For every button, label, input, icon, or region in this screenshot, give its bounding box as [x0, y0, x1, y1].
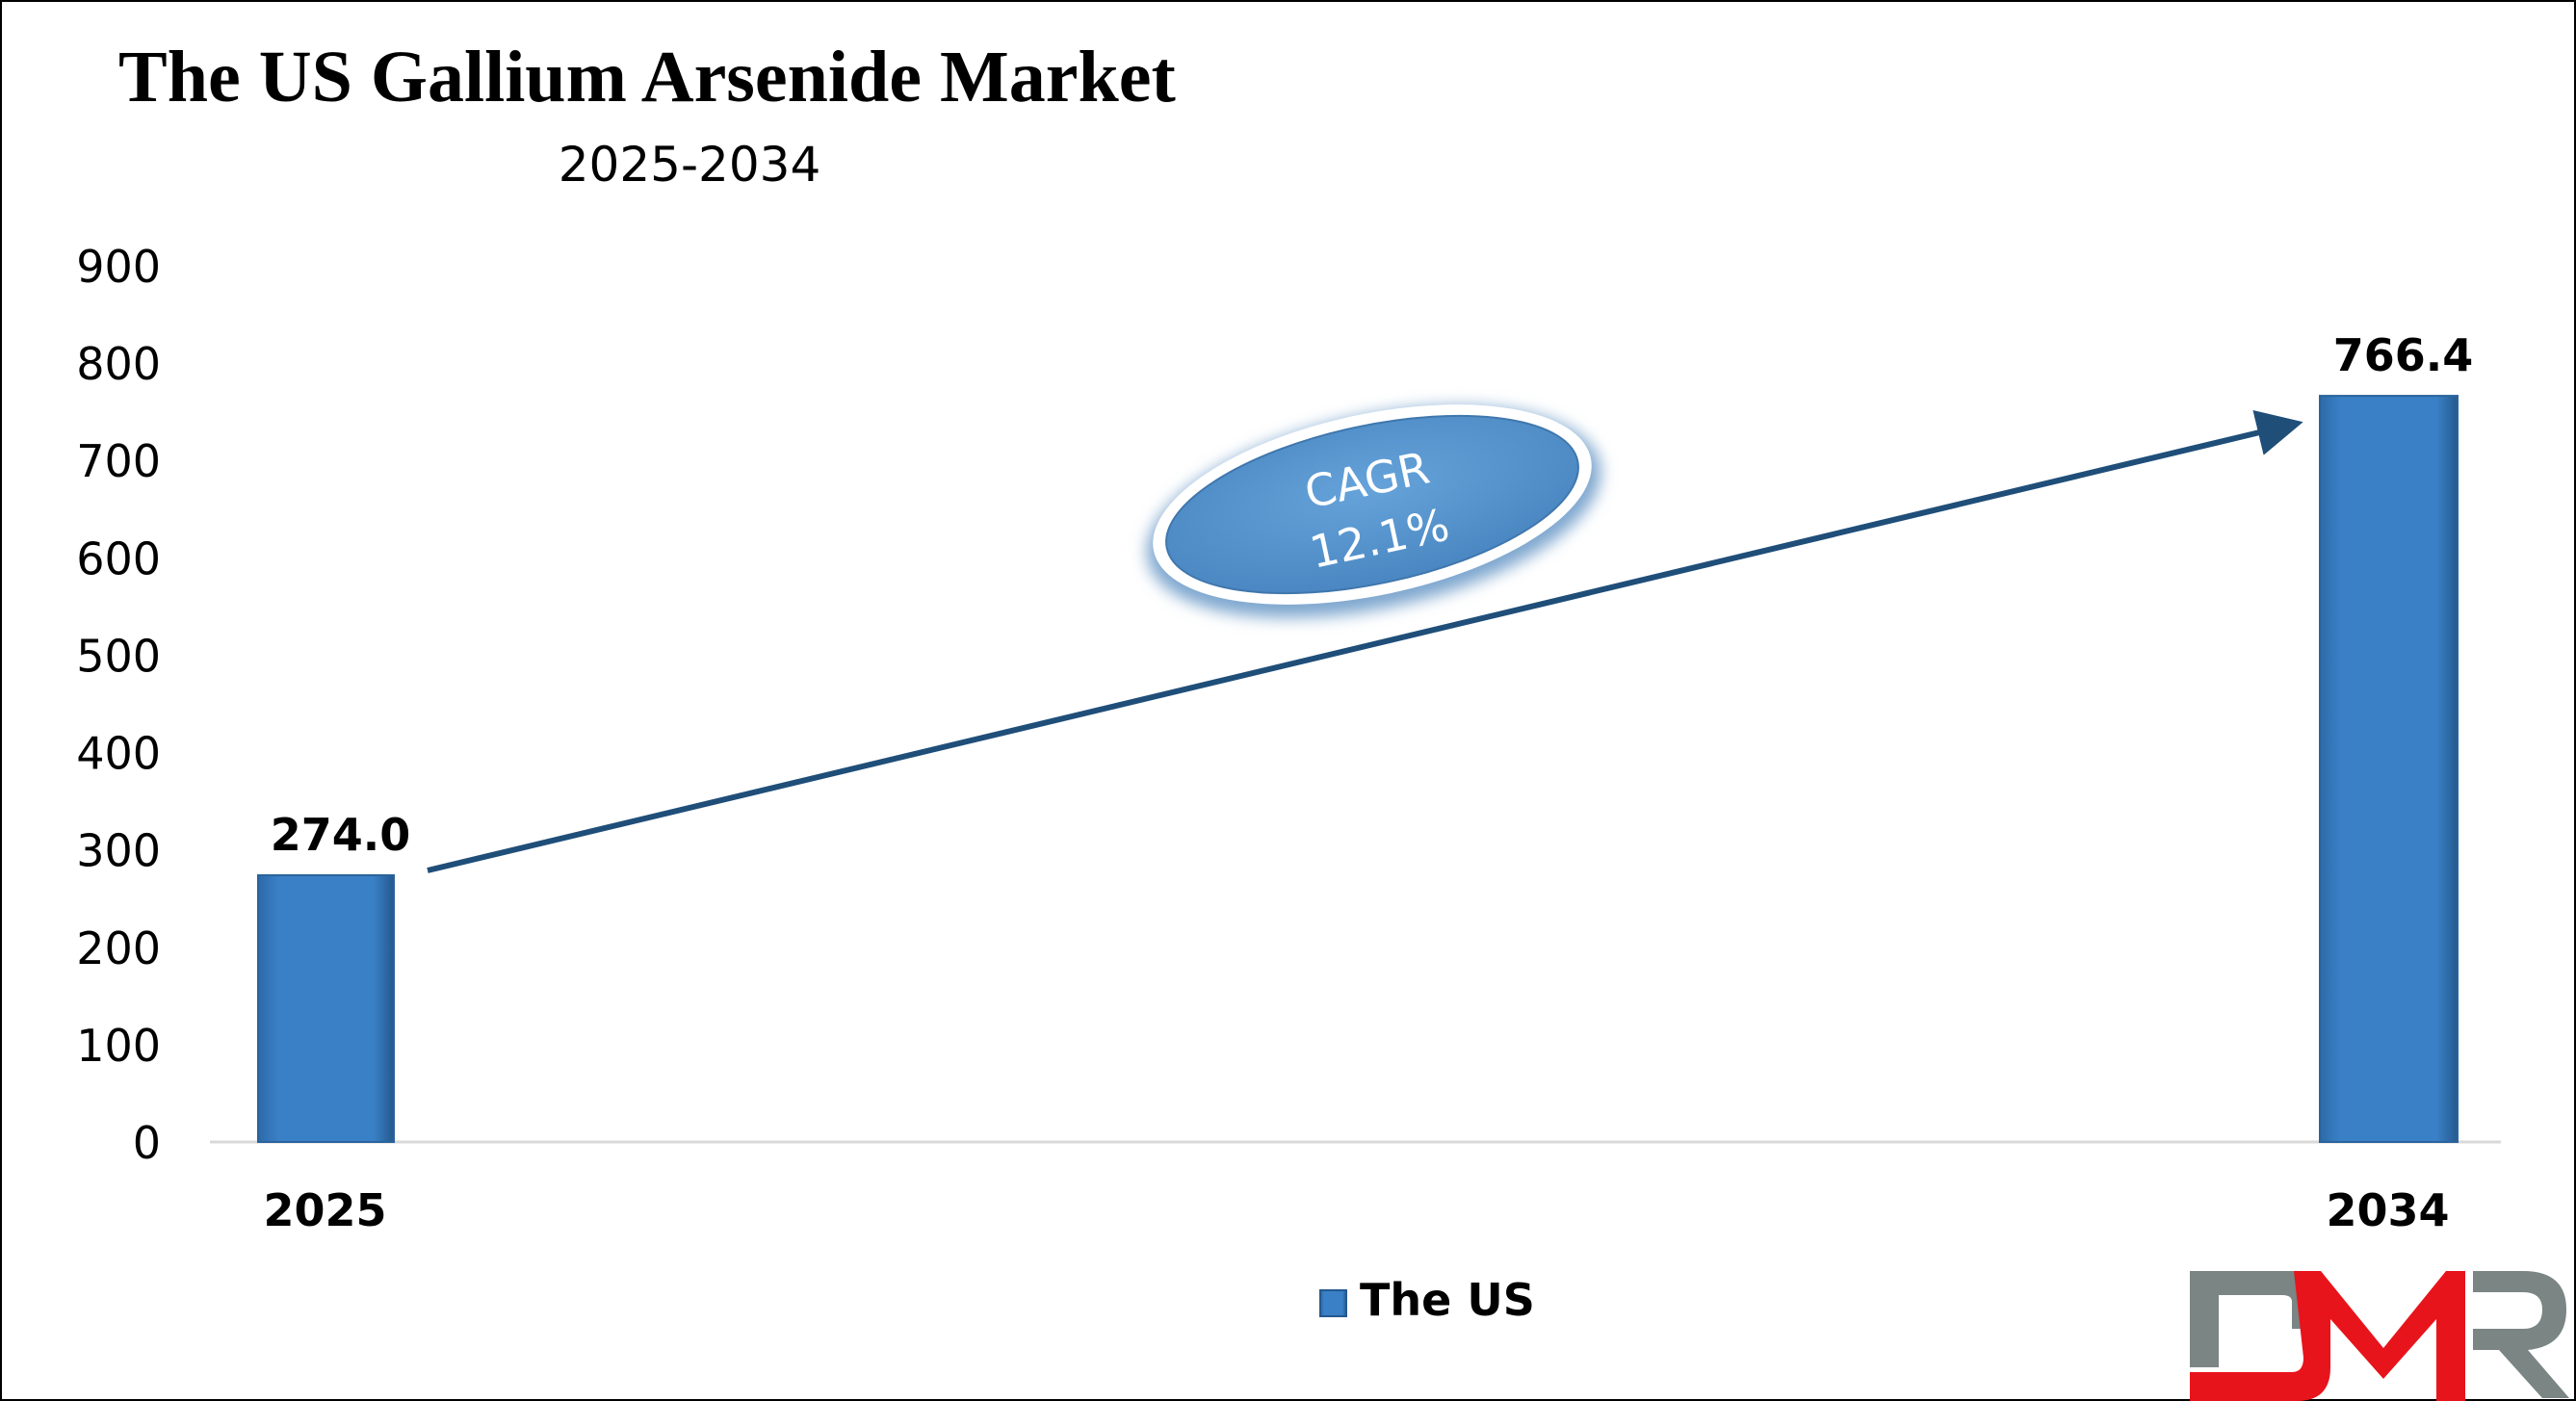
y-tick-label: 100	[76, 1020, 161, 1072]
data-label: 766.4	[2333, 329, 2474, 381]
growth-arrow	[427, 410, 2303, 873]
y-tick-label: 600	[76, 532, 161, 584]
legend-swatch	[1319, 1289, 1347, 1317]
x-tick-label: 2025	[263, 1184, 386, 1236]
cagr-ellipse: CAGR 12.1%	[1146, 404, 1601, 618]
bar-2034	[2319, 395, 2459, 1143]
x-tick-label: 2034	[2326, 1184, 2449, 1236]
legend-label: The US	[1360, 1274, 1535, 1326]
y-tick-label: 300	[76, 825, 161, 877]
data-label: 274.0	[271, 809, 411, 861]
y-tick-label: 900	[76, 241, 161, 293]
y-tick-label: 400	[76, 728, 161, 780]
y-tick-label: 800	[76, 338, 161, 390]
y-tick-label: 0	[133, 1117, 161, 1169]
chart-subtitle: 2025-2034	[559, 137, 821, 193]
y-tick-label: 500	[76, 630, 161, 682]
chart-title: The US Gallium Arsenide Market	[118, 37, 1176, 117]
dmr-logo	[2190, 1271, 2569, 1401]
bar-2025	[257, 873, 395, 1143]
y-tick-label: 700	[76, 435, 161, 487]
legend: The US	[1319, 1274, 1535, 1326]
y-tick-label: 200	[76, 922, 161, 974]
